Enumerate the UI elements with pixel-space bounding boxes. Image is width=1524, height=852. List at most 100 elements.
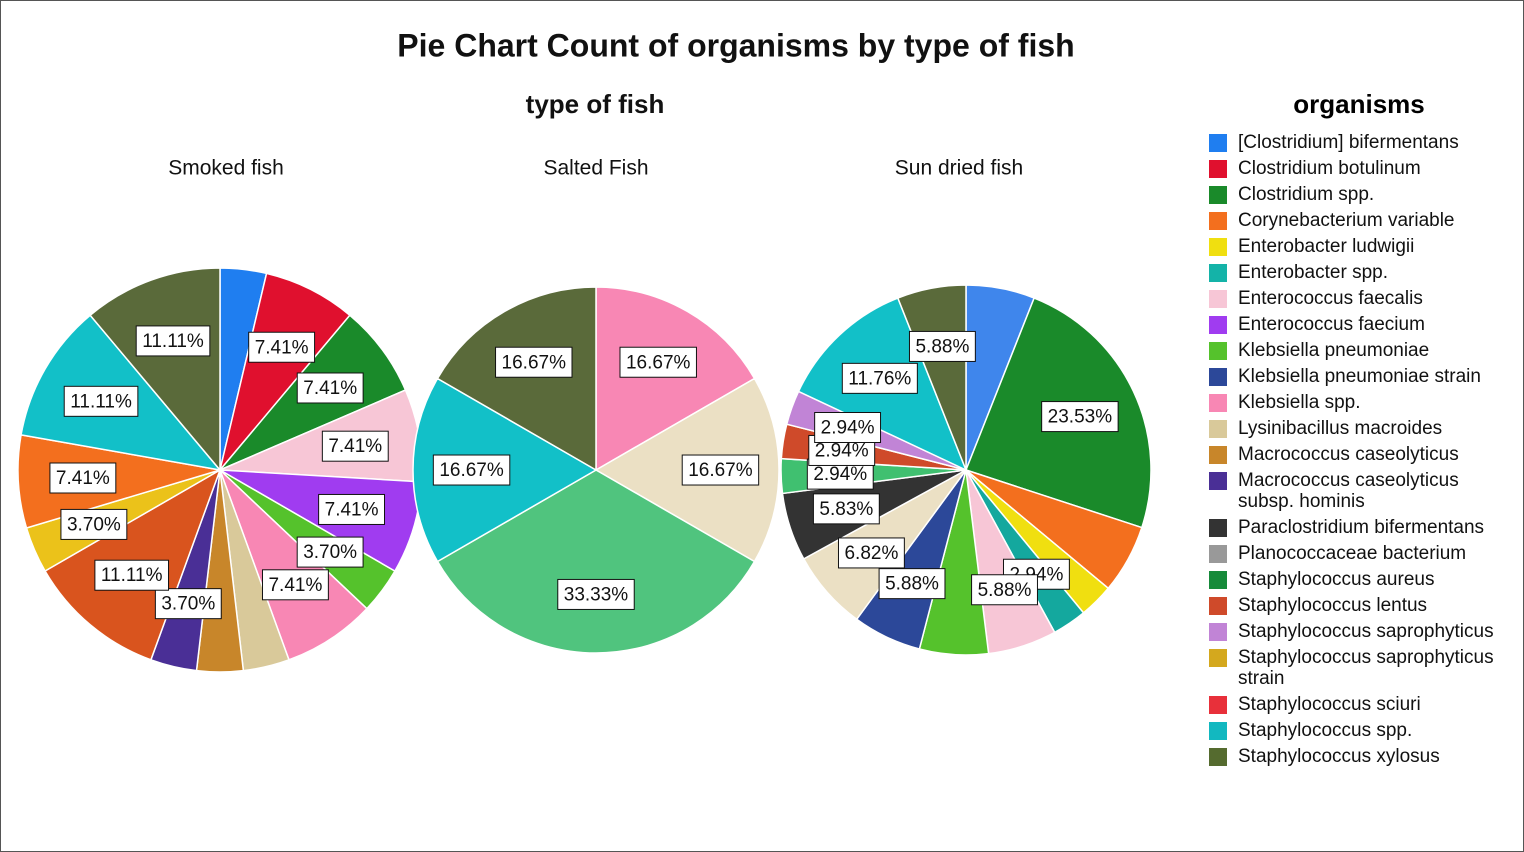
legend-swatch xyxy=(1209,290,1227,308)
data-label-text: 11.11% xyxy=(101,565,163,586)
data-label: 23.53% xyxy=(1041,401,1119,433)
data-label: 7.41% xyxy=(318,493,386,525)
data-label-text: 5.88% xyxy=(915,336,969,357)
legend-swatch xyxy=(1209,420,1227,438)
data-label-box xyxy=(248,331,316,363)
legend-label: Enterococcus faecalis xyxy=(1238,288,1423,309)
pie-slice xyxy=(436,286,597,472)
data-label-text: 2.94% xyxy=(813,464,867,485)
data-label-text: 6.82% xyxy=(844,543,898,564)
legend-label: Planococcaceae bacterium xyxy=(1238,543,1467,564)
legend-label: Klebsiella spp. xyxy=(1238,392,1361,413)
data-label-text: 11.11% xyxy=(142,331,204,352)
data-label: 5.88% xyxy=(878,568,946,600)
data-label: 7.41% xyxy=(49,462,117,494)
data-label: 7.41% xyxy=(261,569,329,601)
data-label-text: 5.88% xyxy=(885,574,939,595)
legend-label: Macrococcus caseolyticus subsp. hominis xyxy=(1238,470,1459,512)
legend-swatch xyxy=(1209,649,1227,667)
data-label-box xyxy=(971,574,1038,606)
legend-item: Staphylococcus xylosus xyxy=(1209,746,1509,767)
legend-label: Staphylococcus saprophyticus xyxy=(1238,621,1494,642)
data-label-text: 16.67% xyxy=(626,352,691,373)
data-label: 3.70% xyxy=(154,588,222,620)
legend-swatch xyxy=(1209,472,1227,490)
legend-swatch xyxy=(1209,696,1227,714)
legend-label: Enterococcus faecium xyxy=(1238,314,1425,335)
legend-item: Planococcaceae bacterium xyxy=(1209,543,1509,564)
legend-label: Staphylococcus saprophyticus strain xyxy=(1238,647,1494,689)
legend-swatch xyxy=(1209,368,1227,386)
pie-name: Sun dried fish xyxy=(895,157,1023,180)
data-label: 5.88% xyxy=(908,330,976,362)
data-label: 16.67% xyxy=(432,454,511,486)
data-label-box xyxy=(135,325,211,357)
legend-label: Klebsiella pneumoniae strain xyxy=(1238,366,1481,387)
legend-label: Lysinibacillus macroides xyxy=(1238,418,1443,439)
data-label-box xyxy=(321,430,389,462)
legend-item: Macrococcus caseolyticus subsp. hominis xyxy=(1209,470,1509,512)
chart-title: Pie Chart Count of organisms by type of … xyxy=(397,27,1074,63)
legend-label: Enterobacter spp. xyxy=(1238,262,1388,283)
data-label-text: 7.41% xyxy=(325,499,379,520)
legend-swatch xyxy=(1209,623,1227,641)
data-label-box xyxy=(63,385,139,417)
legend-swatch xyxy=(1209,446,1227,464)
data-label-box xyxy=(812,493,880,525)
data-label: 7.41% xyxy=(248,331,316,363)
data-label-text: 11.11% xyxy=(70,391,132,412)
legend-item: Clostridium spp. xyxy=(1209,184,1509,205)
legend-item: Enterococcus faecium xyxy=(1209,314,1509,335)
data-label-box xyxy=(296,372,364,404)
legend-swatch xyxy=(1209,160,1227,178)
legend-swatch xyxy=(1209,342,1227,360)
data-label-box xyxy=(837,537,905,569)
data-label-box xyxy=(908,330,976,362)
legend-item: Paraclostridium bifermentans xyxy=(1209,517,1509,538)
data-label: 6.82% xyxy=(837,537,905,569)
legend-title: organisms xyxy=(1293,89,1425,119)
legend-swatch xyxy=(1209,134,1227,152)
legend-item: Staphylococcus saprophyticus xyxy=(1209,621,1509,642)
legend-item: Corynebacterium variable xyxy=(1209,210,1509,231)
legend-item: Staphylococcus sciuri xyxy=(1209,694,1509,715)
data-label-text: 7.41% xyxy=(328,436,382,457)
data-label-box xyxy=(432,454,511,486)
data-label-text: 2.94% xyxy=(821,418,875,439)
data-label: 3.70% xyxy=(296,536,364,568)
legend-swatch xyxy=(1209,186,1227,204)
legend-swatch xyxy=(1209,571,1227,589)
data-label: 11.76% xyxy=(841,362,918,394)
data-label-box xyxy=(681,454,760,486)
data-label: 16.67% xyxy=(681,454,760,486)
data-label-box xyxy=(619,346,697,378)
data-label: 7.41% xyxy=(296,372,364,404)
data-label-text: 5.83% xyxy=(819,499,873,520)
data-label-text: 23.53% xyxy=(1048,407,1113,428)
legend-label: Paraclostridium bifermentans xyxy=(1238,517,1485,538)
data-label-text: 3.70% xyxy=(67,514,121,535)
data-label: 11.11% xyxy=(94,559,170,591)
legend-label: Staphylococcus xylosus xyxy=(1238,746,1440,767)
data-label-box xyxy=(154,588,222,620)
data-label-text: 7.41% xyxy=(303,378,357,399)
legend: organisms [Clostridium] bifermentans Clos… xyxy=(1209,89,1509,772)
legend-item: Clostridium botulinum xyxy=(1209,158,1509,179)
legend-item: Lysinibacillus macroides xyxy=(1209,418,1509,439)
legend-swatch xyxy=(1209,238,1227,256)
data-label-text: 11.76% xyxy=(848,368,911,389)
data-label-box xyxy=(557,578,635,610)
data-label: 5.83% xyxy=(812,493,880,525)
data-label-text: 7.41% xyxy=(255,337,309,358)
data-label: 16.67% xyxy=(619,346,697,378)
data-label-text: 16.67% xyxy=(502,352,567,373)
data-label-box xyxy=(878,568,946,600)
pie-name: Salted Fish xyxy=(543,157,648,180)
chart: Pie Chart Count of organisms by type of … xyxy=(17,27,1152,673)
data-label-box xyxy=(49,462,117,494)
data-label-box xyxy=(495,346,573,378)
chart-subtitle: type of fish xyxy=(526,89,665,119)
data-label-box xyxy=(1041,401,1119,433)
data-label-text: 5.88% xyxy=(978,580,1032,601)
data-label: 11.11% xyxy=(135,325,211,357)
